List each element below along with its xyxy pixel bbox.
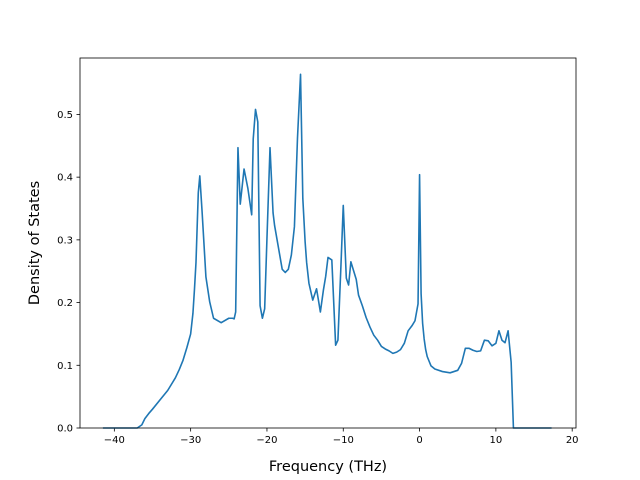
y-tick-label: 0.5: [57, 110, 73, 121]
y-tick-label: 0.0: [57, 424, 73, 435]
x-tick-label: −40: [104, 435, 125, 446]
dos-series-line: [102, 73, 552, 429]
x-axis-ticks: −40 −30 −20 −10 0 10 20: [104, 428, 579, 446]
y-tick-label: 0.2: [57, 298, 73, 309]
x-tick-label: −10: [333, 435, 354, 446]
y-axis-label: Density of States: [27, 181, 43, 305]
y-tick-label: 0.3: [57, 235, 73, 246]
y-axis-ticks: 0.0 0.1 0.2 0.3 0.4 0.5: [57, 110, 80, 435]
y-tick-label: 0.1: [57, 361, 73, 372]
x-tick-label: −30: [180, 435, 201, 446]
x-tick-label: 10: [490, 435, 503, 446]
x-tick-label: 20: [566, 435, 579, 446]
plot-area: [80, 58, 576, 428]
plot-frame: [79, 57, 577, 429]
x-axis-label: Frequency (THz): [269, 459, 387, 475]
x-tick-label: 0: [416, 435, 422, 446]
y-tick-label: 0.4: [57, 173, 73, 184]
series-layer: [102, 73, 552, 429]
x-tick-label: −20: [256, 435, 277, 446]
